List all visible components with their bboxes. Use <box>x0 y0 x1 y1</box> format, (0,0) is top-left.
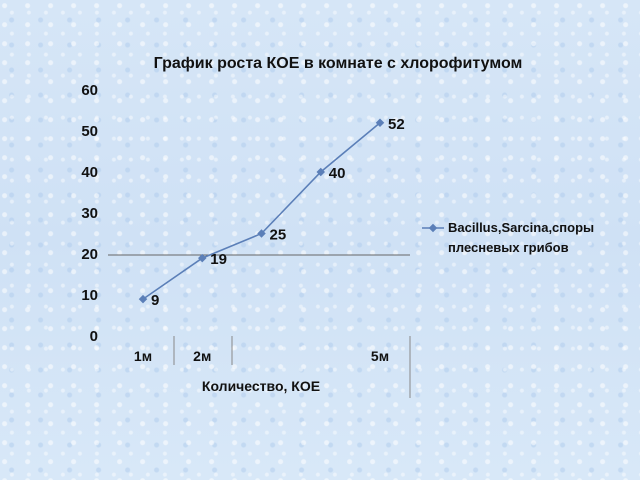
legend-marker <box>428 223 438 233</box>
data-point <box>257 229 266 238</box>
chart-title: График роста КОЕ в комнате с хлорофитумо… <box>154 55 523 72</box>
y-tick-label: 30 <box>81 205 98 222</box>
y-tick-label: 0 <box>90 328 98 345</box>
data-point <box>138 294 148 304</box>
series-line <box>142 122 381 300</box>
series-group: 9 19 25 40 52 <box>138 116 405 309</box>
y-tick-label: 10 <box>81 287 98 304</box>
data-point <box>316 167 325 177</box>
x-axis-ticks: 1м 2м 5м <box>134 348 389 364</box>
data-label: 9 <box>151 292 159 309</box>
y-tick-label: 20 <box>81 246 98 263</box>
legend: Bacillus,Sarcina,споры плесневых грибов <box>422 220 594 255</box>
y-tick-label: 40 <box>81 164 98 181</box>
y-tick-label: 60 <box>81 82 98 99</box>
data-point <box>375 118 385 128</box>
data-label: 19 <box>210 251 227 268</box>
data-point <box>198 253 207 263</box>
y-tick-label: 50 <box>81 123 98 140</box>
x-tick-label: 2м <box>193 348 211 364</box>
x-tick-label: 1м <box>134 348 152 364</box>
y-axis-ticks: 0 10 20 30 40 50 60 <box>81 82 98 345</box>
x-tick-label: 5м <box>371 348 389 364</box>
legend-label-line-2: плесневых грибов <box>448 240 569 255</box>
legend-label-line-1: Bacillus,Sarcina,споры <box>448 220 594 235</box>
x-axis-label: Количество, КОЕ <box>202 378 320 394</box>
data-label: 25 <box>270 227 287 244</box>
data-label: 52 <box>388 116 405 133</box>
data-label: 40 <box>329 165 346 182</box>
